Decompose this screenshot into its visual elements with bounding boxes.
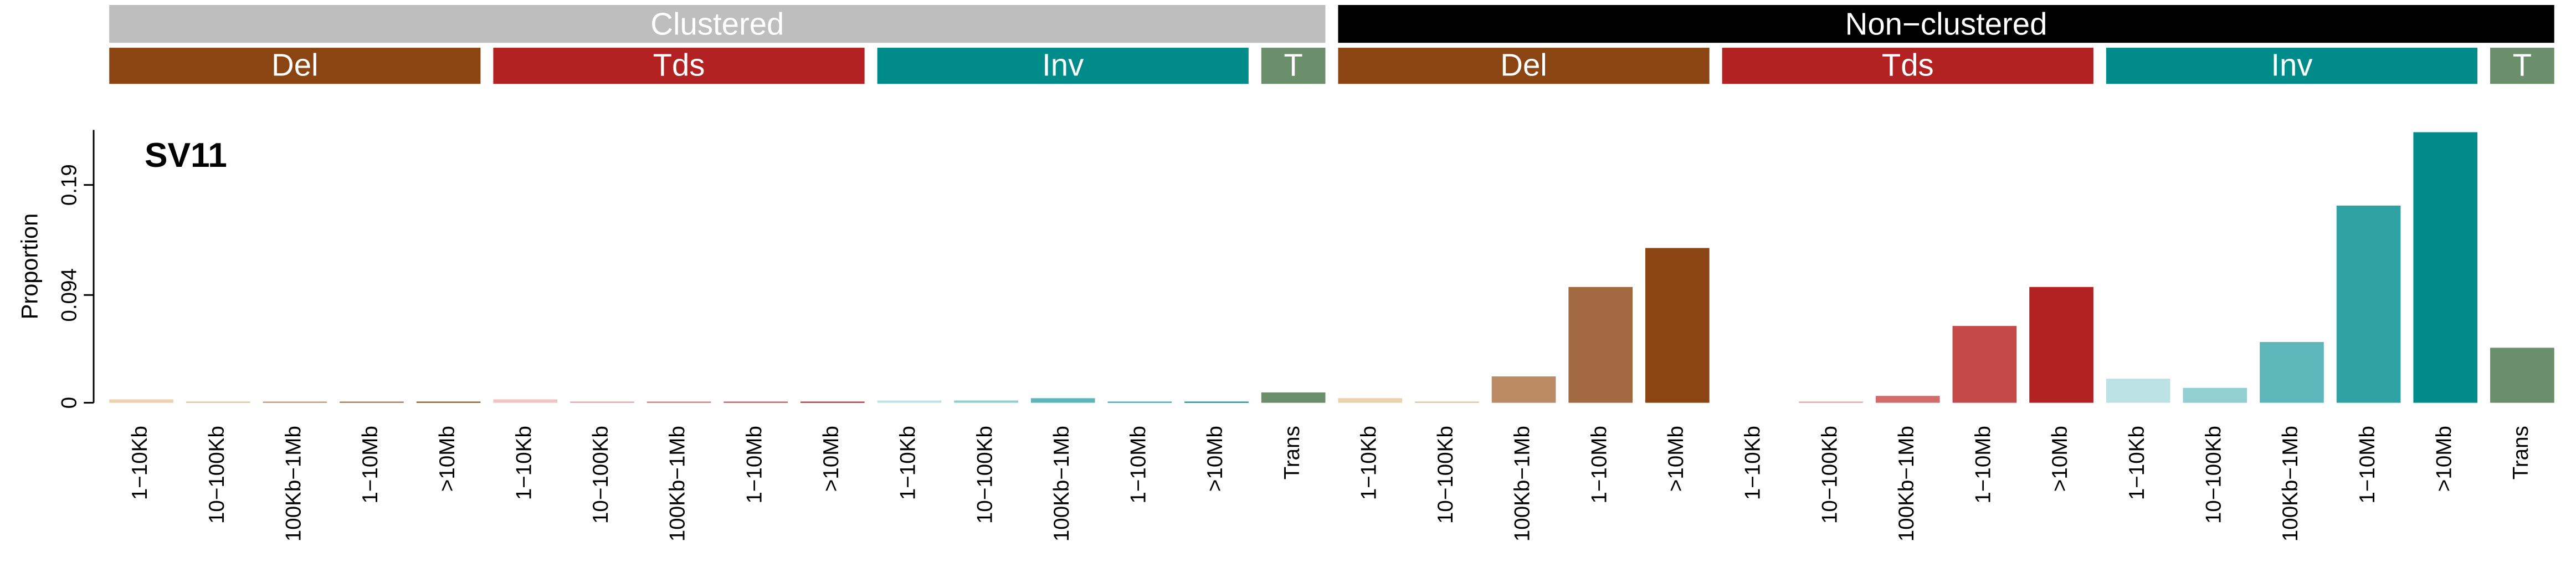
x-tick-label: 10−100Kb bbox=[2202, 426, 2226, 524]
bar bbox=[954, 400, 1018, 403]
x-tick-label: 100Kb−1Mb bbox=[1050, 426, 1074, 542]
x-tick-label: 10−100Kb bbox=[1818, 426, 1841, 524]
bar bbox=[186, 401, 250, 403]
bar bbox=[1568, 287, 1633, 403]
subgroup-label: T bbox=[1284, 48, 1302, 83]
subgroup-header bbox=[493, 48, 865, 84]
bar bbox=[2413, 132, 2478, 403]
bar bbox=[1184, 401, 1249, 403]
x-tick-label: 1−10Kb bbox=[1357, 426, 1381, 500]
subgroup-header bbox=[1722, 48, 2093, 84]
bar bbox=[1030, 398, 1095, 403]
bar bbox=[493, 399, 558, 403]
subgroup-header bbox=[877, 48, 1249, 84]
x-tick-label: Trans bbox=[2509, 426, 2533, 479]
subgroup-header bbox=[109, 48, 481, 84]
x-tick-label: 100Kb−1Mb bbox=[1511, 426, 1535, 542]
group-label: Non−clustered bbox=[1845, 6, 2048, 41]
y-tick-label: 0.094 bbox=[58, 268, 81, 321]
bar bbox=[800, 401, 865, 403]
x-tick-label: 100Kb−1Mb bbox=[282, 426, 306, 542]
bar bbox=[1645, 248, 1710, 403]
bar bbox=[263, 401, 327, 403]
subgroup-label: Del bbox=[271, 48, 319, 83]
bar bbox=[646, 401, 711, 403]
x-tick-label: 100Kb−1Mb bbox=[2279, 426, 2302, 542]
subgroup-header bbox=[1261, 48, 1326, 84]
bar bbox=[340, 401, 404, 403]
bar bbox=[2029, 287, 2093, 403]
x-tick-label: 1−10Mb bbox=[1127, 426, 1151, 503]
bar bbox=[723, 401, 788, 403]
x-tick-label: 10−100Kb bbox=[589, 426, 613, 524]
x-tick-label: 1−10Kb bbox=[896, 426, 920, 500]
x-tick-label: 1−10Kb bbox=[128, 426, 152, 500]
x-tick-label: >10Mb bbox=[819, 426, 843, 492]
x-tick-label: Trans bbox=[1280, 426, 1304, 479]
x-tick-label: 1−10Mb bbox=[1587, 426, 1611, 503]
y-axis-label: Proportion bbox=[16, 213, 42, 319]
x-tick-label: 1−10Kb bbox=[1741, 426, 1765, 500]
x-tick-label: 10−100Kb bbox=[205, 426, 229, 524]
bar bbox=[1875, 396, 1940, 403]
x-tick-label: 1−10Mb bbox=[2356, 426, 2379, 503]
x-tick-label: 10−100Kb bbox=[973, 426, 997, 524]
bar bbox=[2336, 205, 2401, 403]
bar bbox=[1107, 401, 1172, 403]
subgroup-label: Del bbox=[1500, 48, 1547, 83]
subgroup-header bbox=[2490, 48, 2554, 84]
subgroup-label: T bbox=[2513, 48, 2532, 83]
x-tick-label: >10Mb bbox=[1664, 426, 1688, 492]
subgroup-label: Inv bbox=[1042, 48, 1084, 83]
bar bbox=[416, 401, 481, 403]
subgroup-header bbox=[1338, 48, 1710, 84]
x-tick-label: 100Kb−1Mb bbox=[1895, 426, 1918, 542]
subgroup-header bbox=[2106, 48, 2478, 84]
x-tick-label: 1−10Mb bbox=[742, 426, 766, 503]
bar bbox=[2183, 387, 2247, 403]
x-tick-label: 1−10Mb bbox=[358, 426, 382, 503]
x-tick-label: >10Mb bbox=[2432, 426, 2456, 492]
x-tick-label: 10−100Kb bbox=[1434, 426, 1458, 524]
x-tick-label: >10Mb bbox=[1203, 426, 1227, 492]
bar bbox=[570, 401, 634, 403]
x-tick-label: 1−10Mb bbox=[1972, 426, 1995, 503]
bar bbox=[1415, 401, 1479, 403]
y-tick-label: 0 bbox=[58, 397, 81, 409]
group-header bbox=[1338, 4, 2554, 43]
bar bbox=[1491, 376, 1556, 403]
x-tick-label: >10Mb bbox=[2048, 426, 2072, 492]
bar bbox=[1799, 401, 1863, 403]
subgroup-label: Tds bbox=[653, 48, 705, 83]
chart-title: SV11 bbox=[145, 136, 227, 175]
bar bbox=[877, 400, 942, 403]
y-tick-label: 0.19 bbox=[58, 164, 81, 206]
group-header bbox=[109, 4, 1326, 43]
x-tick-label: >10Mb bbox=[435, 426, 459, 492]
bar bbox=[109, 399, 173, 403]
x-tick-label: 1−10Kb bbox=[512, 426, 536, 500]
x-tick-label: 1−10Kb bbox=[2125, 426, 2149, 500]
subgroup-label: Tds bbox=[1882, 48, 1934, 83]
bar bbox=[2260, 342, 2324, 403]
subgroup-label: Inv bbox=[2271, 48, 2312, 83]
group-label: Clustered bbox=[650, 6, 784, 41]
bar bbox=[2106, 379, 2170, 403]
bar bbox=[2490, 348, 2554, 403]
bar bbox=[1338, 398, 1403, 403]
x-tick-label: 100Kb−1Mb bbox=[666, 426, 690, 542]
bar bbox=[1261, 392, 1326, 403]
bar bbox=[1952, 326, 2017, 403]
